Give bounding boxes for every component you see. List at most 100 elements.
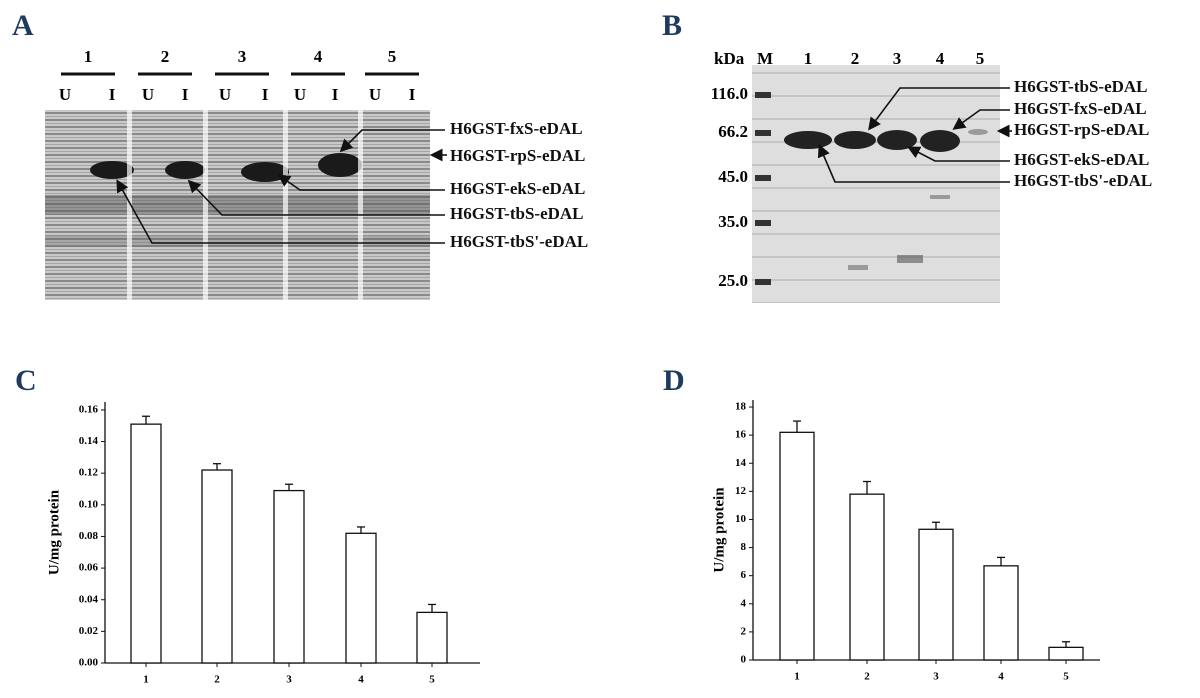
marker-band — [755, 279, 771, 285]
y-tick-label: 0.02 — [79, 625, 99, 637]
panel-label: A — [12, 9, 34, 42]
bar — [273, 489, 305, 664]
x-tick-label: 4 — [358, 674, 364, 686]
sublane-label: I — [109, 85, 116, 104]
band-annotation: H6GST-fxS-eDAL — [1014, 99, 1147, 118]
panel-label: B — [662, 9, 682, 42]
x-tick-label: 5 — [429, 674, 435, 686]
bar — [918, 528, 954, 661]
marker-band — [755, 130, 771, 136]
error-bar — [1062, 641, 1070, 648]
sublane-label: I — [332, 85, 339, 104]
y-tick-label: 0.14 — [79, 435, 99, 447]
marker-band — [755, 175, 771, 181]
sublane-label: U — [219, 85, 231, 104]
bar — [849, 493, 885, 661]
marker-band — [755, 92, 771, 98]
y-tick-label: 0.08 — [79, 530, 99, 542]
bar — [130, 423, 162, 664]
y-tick-label: 10 — [735, 513, 747, 525]
error-bar — [213, 463, 221, 471]
error-bar — [142, 415, 150, 425]
unit-label: kDa — [714, 49, 745, 68]
annotation-lines — [116, 129, 447, 244]
lane-number: 3 — [893, 49, 902, 68]
bar — [1048, 646, 1084, 661]
x-tick-label: 3 — [933, 671, 939, 683]
y-tick-label: 8 — [741, 541, 747, 553]
y-tick-label: 0.06 — [79, 562, 99, 574]
band-annotation: H6GST-tbS'-eDAL — [1014, 171, 1152, 190]
band-annotation: H6GST-fxS-eDAL — [450, 119, 583, 138]
x-tick-label: 1 — [794, 671, 800, 683]
lane-number: 4 — [314, 47, 323, 66]
y-tick-label: 0.00 — [79, 657, 99, 669]
y-tick-label: 0.04 — [79, 593, 99, 605]
y-tick-label: 14 — [735, 457, 747, 469]
y-axis-label: U/mg protein — [46, 489, 62, 575]
band-annotation: H6GST-rpS-eDAL — [1014, 120, 1149, 139]
gel-a — [45, 110, 430, 300]
band-annotation: H6GST-ekS-eDAL — [450, 179, 585, 198]
error-bar — [997, 556, 1005, 566]
y-tick-label: 2 — [741, 625, 747, 637]
sublane-label: I — [262, 85, 269, 104]
marker-label: 25.0 — [718, 271, 748, 290]
y-tick-label: 6 — [741, 569, 747, 581]
x-tick-label: 2 — [864, 671, 870, 683]
marker-label: 66.2 — [718, 122, 748, 141]
band-annotation: H6GST-tbS-eDAL — [450, 204, 584, 223]
bar — [983, 565, 1019, 661]
sublane-label: I — [409, 85, 416, 104]
sublane-label: U — [369, 85, 381, 104]
y-tick-label: 12 — [735, 485, 747, 497]
band-annotation: H6GST-ekS-eDAL — [1014, 150, 1149, 169]
y-tick-label: 0.16 — [79, 403, 99, 415]
band-annotation: H6GST-rpS-eDAL — [450, 146, 585, 165]
bar — [779, 431, 815, 661]
y-tick-label: 16 — [735, 429, 747, 441]
sublane-label: U — [294, 85, 306, 104]
y-tick-label: 0.12 — [79, 467, 99, 479]
band-annotation: H6GST-tbS'-eDAL — [450, 232, 588, 251]
sublane-label: U — [142, 85, 154, 104]
x-tick-label: 4 — [998, 671, 1004, 683]
marker-lane-label: M — [757, 49, 773, 68]
x-tick-label: 5 — [1063, 671, 1069, 683]
marker-band — [755, 220, 771, 226]
x-tick-label: 1 — [143, 674, 149, 686]
y-tick-label: 18 — [735, 401, 747, 413]
error-bar — [932, 521, 940, 530]
bar — [201, 469, 233, 664]
sublane-label: I — [182, 85, 189, 104]
sublane-label: U — [59, 85, 71, 104]
lane-number: 1 — [84, 47, 93, 66]
error-bar — [793, 420, 801, 433]
error-bar — [357, 526, 365, 534]
marker-label: 45.0 — [718, 167, 748, 186]
gel-b — [752, 65, 1000, 303]
lane-number: 5 — [976, 49, 985, 68]
error-bar — [863, 480, 871, 495]
panel-label: C — [15, 364, 37, 397]
band-annotation: H6GST-tbS-eDAL — [1014, 77, 1148, 96]
y-axis-label: U/mg protein — [711, 487, 727, 573]
x-tick-label: 3 — [286, 674, 292, 686]
marker-label: 35.0 — [718, 212, 748, 231]
marker-label: 116.0 — [711, 84, 748, 103]
y-tick-label: 0.10 — [79, 498, 99, 510]
bar — [345, 532, 377, 664]
lane-number: 4 — [936, 49, 945, 68]
error-bar — [428, 603, 436, 613]
y-tick-label: 4 — [741, 597, 747, 609]
lane-number: 5 — [388, 47, 397, 66]
lane-number: 2 — [851, 49, 860, 68]
bar — [416, 611, 448, 664]
y-tick-label: 0 — [741, 654, 747, 666]
lane-number: 3 — [238, 47, 247, 66]
lane-number: 2 — [161, 47, 170, 66]
lane-number: 1 — [804, 49, 813, 68]
x-tick-label: 2 — [214, 674, 220, 686]
error-bar — [285, 483, 293, 491]
